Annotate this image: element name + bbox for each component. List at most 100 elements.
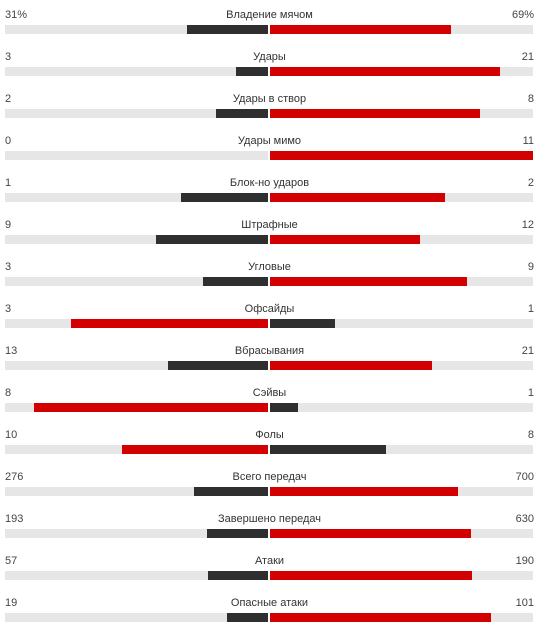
away-bar: [269, 109, 480, 118]
away-value: 1: [527, 387, 534, 399]
center-divider: [268, 193, 270, 202]
away-bar-half: [269, 193, 533, 202]
away-bar-half: [269, 25, 533, 34]
stat-bar-track: [5, 361, 533, 370]
stat-bar-track: [5, 571, 533, 580]
stat-row: 0 Удары мимо 11: [0, 130, 539, 172]
center-divider: [268, 403, 270, 412]
away-bar-half: [269, 277, 533, 286]
home-bar: [168, 361, 269, 370]
stat-row: 193 Завершено передач 630: [0, 508, 539, 550]
stat-bar-track: [5, 403, 533, 412]
away-value: 101: [515, 597, 534, 609]
home-bar: [203, 277, 269, 286]
home-value: 13: [5, 345, 18, 357]
stat-bar-track: [5, 613, 533, 622]
stat-bar-track: [5, 487, 533, 496]
stat-row: 9 Штрафные 12: [0, 214, 539, 256]
home-bar: [227, 613, 269, 622]
home-value: 8: [5, 387, 12, 399]
home-bar-half: [5, 277, 269, 286]
home-bar-half: [5, 571, 269, 580]
stat-label: Вбрасывания: [234, 345, 305, 357]
stat-bar-track: [5, 529, 533, 538]
center-divider: [268, 235, 270, 244]
home-bar-half: [5, 235, 269, 244]
stat-label: Блок-но ударов: [229, 177, 310, 189]
away-bar-half: [269, 235, 533, 244]
stat-row: 8 Сэйвы 1: [0, 382, 539, 424]
away-bar-half: [269, 109, 533, 118]
center-divider: [268, 361, 270, 370]
home-bar-half: [5, 403, 269, 412]
away-bar-half: [269, 403, 533, 412]
center-divider: [268, 613, 270, 622]
away-value: 8: [527, 429, 534, 441]
away-bar: [269, 277, 467, 286]
home-bar-half: [5, 67, 269, 76]
home-bar: [216, 109, 269, 118]
home-value: 10: [5, 429, 18, 441]
away-bar-half: [269, 529, 533, 538]
stat-row: 3 Удары 21: [0, 46, 539, 88]
center-divider: [268, 319, 270, 328]
away-value: 21: [521, 345, 534, 357]
away-bar: [269, 571, 472, 580]
stat-label: Завершено передач: [217, 513, 321, 525]
home-value: 2: [5, 93, 12, 105]
home-value: 276: [5, 471, 24, 483]
stat-row: 13 Вбрасывания 21: [0, 340, 539, 382]
away-value: 630: [515, 513, 534, 525]
away-value: 11: [522, 135, 534, 147]
home-value: 193: [5, 513, 24, 525]
stat-row: 10 Фолы 8: [0, 424, 539, 466]
stat-label: Штрафные: [241, 219, 298, 231]
home-bar: [187, 25, 269, 34]
stat-label: Всего передач: [232, 471, 307, 483]
home-bar-half: [5, 487, 269, 496]
stat-bar-track: [5, 445, 533, 454]
away-bar-half: [269, 151, 533, 160]
away-bar: [269, 235, 420, 244]
away-bar: [269, 361, 432, 370]
away-bar-half: [269, 67, 533, 76]
stat-label: Фолы: [255, 429, 284, 441]
stat-bar-track: [5, 193, 533, 202]
stat-label: Офсайды: [244, 303, 295, 315]
home-bar: [156, 235, 269, 244]
home-value: 0: [5, 135, 12, 147]
away-bar-half: [269, 361, 533, 370]
away-value: 8: [527, 93, 534, 105]
stat-bar-track: [5, 319, 533, 328]
home-value: 3: [5, 261, 12, 273]
home-value: 3: [5, 51, 12, 63]
away-bar: [269, 487, 458, 496]
home-bar: [236, 67, 269, 76]
away-bar: [269, 67, 500, 76]
away-value: 700: [515, 471, 534, 483]
home-bar: [194, 487, 269, 496]
stat-bar-track: [5, 67, 533, 76]
away-value: 69%: [511, 9, 534, 21]
stat-bar-track: [5, 277, 533, 286]
away-bar: [269, 529, 471, 538]
away-value: 9: [527, 261, 534, 273]
stat-row: 3 Офсайды 1: [0, 298, 539, 340]
stat-label: Удары: [253, 51, 286, 63]
away-bar: [269, 319, 335, 328]
home-bar: [122, 445, 269, 454]
home-bar-half: [5, 109, 269, 118]
stat-label: Владение мячом: [226, 9, 313, 21]
home-bar-half: [5, 25, 269, 34]
center-divider: [268, 487, 270, 496]
away-bar-half: [269, 445, 533, 454]
center-divider: [268, 529, 270, 538]
home-bar-half: [5, 151, 269, 160]
center-divider: [268, 571, 270, 580]
home-bar-half: [5, 319, 269, 328]
away-bar-half: [269, 571, 533, 580]
away-bar: [269, 25, 451, 34]
stat-label: Удары в створ: [232, 93, 307, 105]
stat-row: 1 Блок-но ударов 2: [0, 172, 539, 214]
